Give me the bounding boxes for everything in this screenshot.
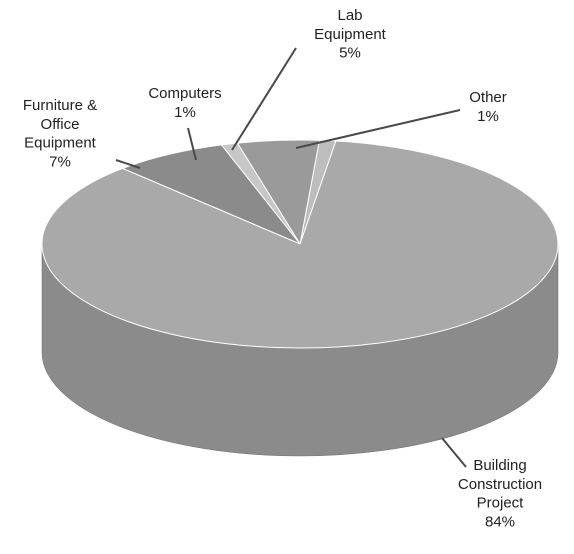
label-text-computers: Computers <box>148 85 221 102</box>
label-text-building-construction-project: Project <box>477 495 525 512</box>
label-other: Other 1% <box>469 89 507 125</box>
label-text-other: Other <box>469 89 507 106</box>
pie-slice-building-construction-project <box>41 140 559 349</box>
label-building-construction-project: Building Construction Project 84% <box>458 457 542 530</box>
leader-line-computers <box>187 127 197 161</box>
leader-line-furniture-office-equipment <box>115 159 141 169</box>
label-text-furniture-office-equipment: Furniture & <box>23 97 97 114</box>
label-percent-building-construction-project: 84% <box>485 513 515 530</box>
pie-top-face <box>41 139 559 349</box>
leader-lines <box>115 47 467 468</box>
label-lab-equipment: Lab Equipment 5% <box>314 7 387 62</box>
label-furniture-office-equipment: Furniture & Office Equipment 7% <box>23 97 97 170</box>
label-text-furniture-office-equipment: Office <box>41 116 80 133</box>
label-percent-lab-equipment: 5% <box>339 45 361 62</box>
label-text-building-construction-project: Construction <box>458 476 542 493</box>
label-text-lab-equipment: Equipment <box>314 26 387 43</box>
label-percent-computers: 1% <box>174 104 196 121</box>
label-percent-furniture-office-equipment: 7% <box>49 153 71 170</box>
label-text-furniture-office-equipment: Equipment <box>24 135 97 152</box>
label-text-building-construction-project: Building <box>473 457 526 474</box>
label-percent-other: 1% <box>477 108 499 125</box>
slice-labels: Building Construction Project 84% Furniture … <box>23 7 542 530</box>
label-computers: Computers 1% <box>148 85 221 121</box>
label-text-lab-equipment: Lab <box>337 7 362 24</box>
leader-line-lab-equipment <box>231 47 297 151</box>
pie-slice-furniture-office-equipment <box>121 144 301 245</box>
leader-line-building-construction-project <box>441 437 467 468</box>
leader-line-other <box>295 109 461 149</box>
